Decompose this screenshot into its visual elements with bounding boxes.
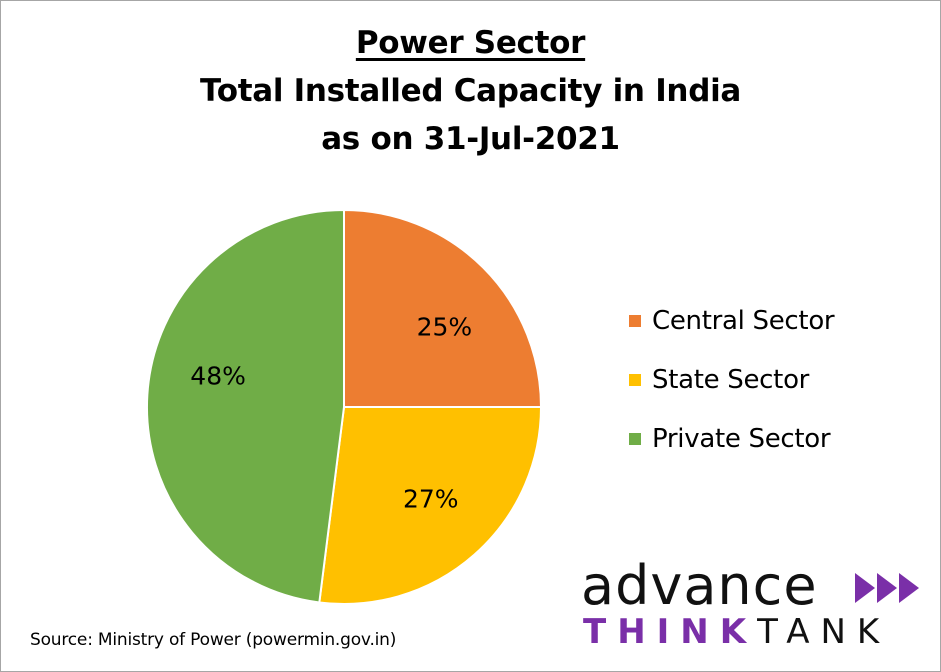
legend-label-central: Central Sector (652, 305, 835, 336)
data-label-central: 25% (417, 313, 473, 342)
data-label-private: 48% (190, 361, 246, 390)
chart-title-line-1: Power Sector (355, 25, 586, 61)
legend-item-state: State Sector (629, 350, 834, 409)
legend-item-central: Central Sector (629, 291, 835, 350)
brand-think: THINK (583, 612, 758, 652)
source-note: Source: Ministry of Power (powermin.gov.… (30, 630, 397, 650)
chart-title-line-3: as on 31-Jul-2021 (321, 121, 620, 157)
legend-swatch-state (629, 373, 641, 386)
pie-slice-private (146, 209, 345, 604)
legend-swatch-central (629, 314, 641, 327)
triple-chevron-icon (855, 573, 919, 603)
data-label-state: 27% (403, 485, 459, 514)
legend-swatch-private (629, 432, 641, 445)
legend-item-private: Private Sector (629, 409, 834, 468)
pie-slice-central (343, 209, 542, 408)
chart-title: Power Sector Total Installed Capacity in… (1, 19, 940, 163)
chart-title-line-2: Total Installed Capacity in India (199, 73, 742, 109)
brand-tank: TANK (757, 612, 891, 652)
brand-tagline: THINKTANK (583, 615, 890, 649)
brand-logo: advance THINKTANK (581, 559, 926, 649)
legend-label-state: State Sector (652, 364, 810, 395)
legend-label-private: Private Sector (652, 423, 831, 454)
legend: Central Sector State Sector Private Sect… (629, 291, 835, 468)
brand-wordmark: advance (581, 554, 818, 617)
pie-slice-state (318, 406, 542, 605)
